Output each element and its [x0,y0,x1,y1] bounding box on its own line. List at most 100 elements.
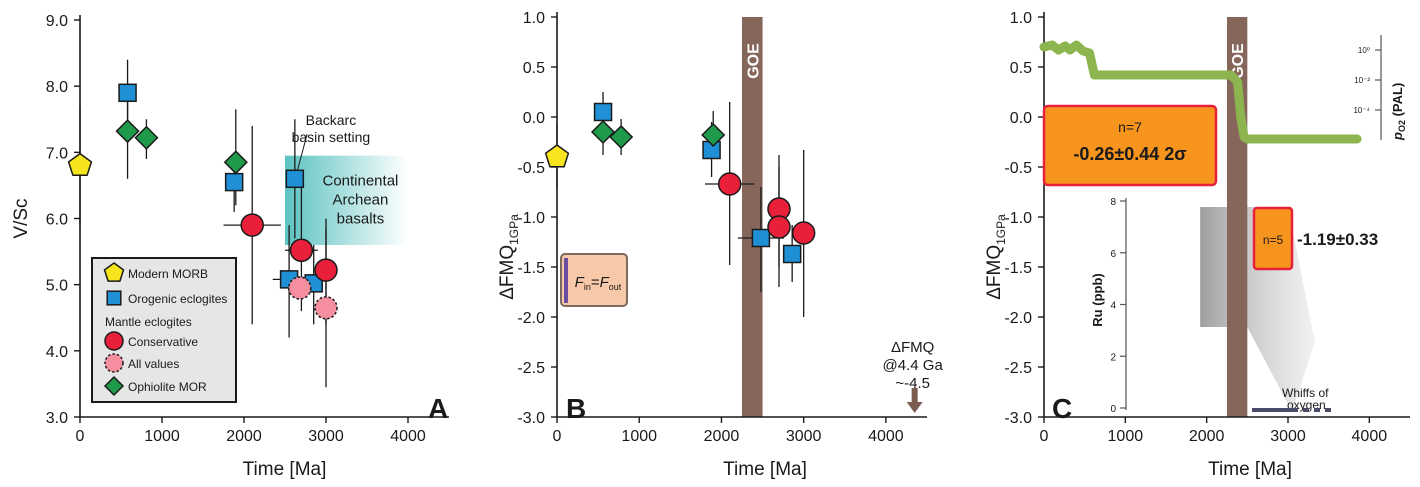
whiffs-label-line-1: Whiffs of [1282,386,1329,400]
panel-a-x-tick-label: 4000 [390,428,426,445]
panel-b-points [544,92,816,317]
n7-box: n=7 -0.26±0.44 2σ [1042,104,1218,187]
panel-b-y-tick-label: -0.5 [517,160,545,177]
panel-b-goe-band [742,17,763,417]
po2-tick-1: 10⁻² [1354,76,1370,85]
legend-diamond-icon [103,375,125,397]
svg-text:ΔFMQ1GPa: ΔFMQ1GPa [984,214,1008,300]
panel-b-y-tick-label: -1.5 [517,260,545,277]
legend-item-orogenic-eclogites: Orogenic eclogites [128,292,227,306]
panel-b: GOE 0 1000 2000 3000 4000 -3.0 -2.5 -2.0 -1.5 -1.… [497,10,943,480]
panel-b-x-tick-label: 2000 [704,428,740,445]
orogenic-eclogites-point [593,102,613,122]
panel-b-x-axis-label: Time [Ma] [723,459,807,480]
flux-box-bar [564,258,568,303]
panel-c-y-tick-label: 0.0 [1010,110,1032,127]
dfmq-annotation-line-2: @4.4 Ga [883,357,944,374]
panel-c-x-tick-label: 1000 [1108,428,1144,445]
panel-c-x-tick-label: 4000 [1352,428,1388,445]
panel-c-y-tick-label: -1.0 [1004,210,1032,227]
whiffs-dash-2 [1314,408,1320,412]
panel-c-y-tick-label: -3.0 [1004,410,1032,427]
n7-count: n=7 [1118,119,1142,135]
panel-a-x-tick-label: 0 [76,428,85,445]
panel-b-x-tick-label: 3000 [786,428,822,445]
legend-item-all-values: All values [128,357,179,371]
flux-eq: = [591,274,600,291]
flux-out-sub: out [609,282,622,292]
flux-box-frame [560,253,628,307]
conservative-point [791,221,816,245]
panel-a-y-axis-label: V/Sc [11,198,32,238]
backarc-label-line-1: Backarc [306,112,357,128]
ru-tick-label: 6 [1110,249,1116,260]
panel-c-y-tick-label: -1.5 [1004,260,1032,277]
panel-a-label: A [428,393,448,424]
panel-c-y-tick-label: -2.5 [1004,360,1032,377]
panel-c-x-tick-label: 3000 [1270,428,1306,445]
panel-a-x-tick-label: 3000 [308,428,344,445]
panel-a: 0 1000 2000 3000 4000 3.0 4.0 5.0 6.0 7.0 8.0 9.0 V… [11,13,449,480]
panel-a-y-tick-label: 8.0 [46,79,68,96]
legend-item-conservative: Conservative [128,335,198,349]
conservative-point [289,238,314,263]
modern-morb-point [67,152,93,177]
ophiolite-mor-point [590,119,616,145]
continental-label-line-3: basalts [337,211,385,228]
dfmq-annotation-line-1: ΔFMQ [891,339,934,356]
n5-count: n=5 [1263,233,1284,247]
panel-b-x-tick-label: 4000 [868,428,904,445]
ru-tick-label: 8 [1110,197,1116,208]
panel-c-goe-label: GOE [1230,43,1247,79]
ru-tick-label: 0 [1110,404,1116,415]
panel-c-axes: 0 1000 2000 3000 4000 -3.0 -2.5 -2.0 -1.5 -1.0 -0.… [1004,10,1410,445]
panel-a-y-tick-label: 4.0 [46,344,68,361]
n7-box-frame [1042,104,1218,187]
panel-b-y-tick-label: 1.0 [523,10,545,27]
all-values-point [314,296,338,320]
ru-tick-label: 2 [1110,352,1116,363]
ophiolite-mor-point [134,125,159,150]
panel-c-x-axis-label: Time [Ma] [1208,459,1292,480]
panel-a-y-tick-label: 3.0 [46,410,68,427]
modern-morb-point [544,144,570,168]
ru-tick-label: 4 [1110,301,1116,312]
panel-a-points [67,59,338,388]
panel-a-y-tick-label: 6.0 [46,212,68,229]
panel-b-y-tick-label: -2.5 [517,360,545,377]
po2-label-main: p [1390,132,1405,141]
conservative-point [240,213,264,237]
flux-box: Fin=Fout [560,253,628,307]
panel-b-y-tick-label: 0.5 [523,60,545,77]
panel-c-x-tick-label: 0 [1040,428,1049,445]
panel-a-y-tick-label: 5.0 [46,278,68,295]
orogenic-eclogites-point [751,228,771,248]
legend-square-icon [106,290,122,306]
po2-tick-0: 10⁰ [1358,46,1370,55]
dfmq-annotation-line-3: ~-4.5 [895,375,930,392]
continental-archean-basalts-region [285,155,408,245]
panel-b-x-tick-label: 1000 [621,428,657,445]
panel-c-y-axis-label: ΔFMQ1GPa [984,214,1008,300]
panel-b-goe-label: GOE [745,43,762,79]
orogenic-eclogites-point [285,169,305,189]
ophiolite-mor-point [223,150,248,175]
ophiolite-mor-point [701,122,726,148]
flux-f-in: F [575,274,585,291]
all-values-point [288,276,312,300]
data-markers [544,102,816,264]
legend-markers [103,262,125,397]
legend-dashed-circle-icon [104,353,124,373]
conservative-point [767,215,791,239]
panel-c-label: C [1052,393,1072,424]
orogenic-eclogites-point [224,172,244,192]
panel-a-x-tick-label: 1000 [144,428,180,445]
whiffs-dash-3 [1325,408,1331,412]
n7-value: -0.26±0.44 2σ [1073,144,1186,164]
panel-c-y-tick-label: 1.0 [1010,10,1032,27]
panel-b-label: B [566,393,586,424]
ophiolite-mor-point [115,119,140,144]
panel-c-y-tick-label: 0.5 [1010,60,1032,77]
panel-b-goe-band: GOE [742,17,763,417]
